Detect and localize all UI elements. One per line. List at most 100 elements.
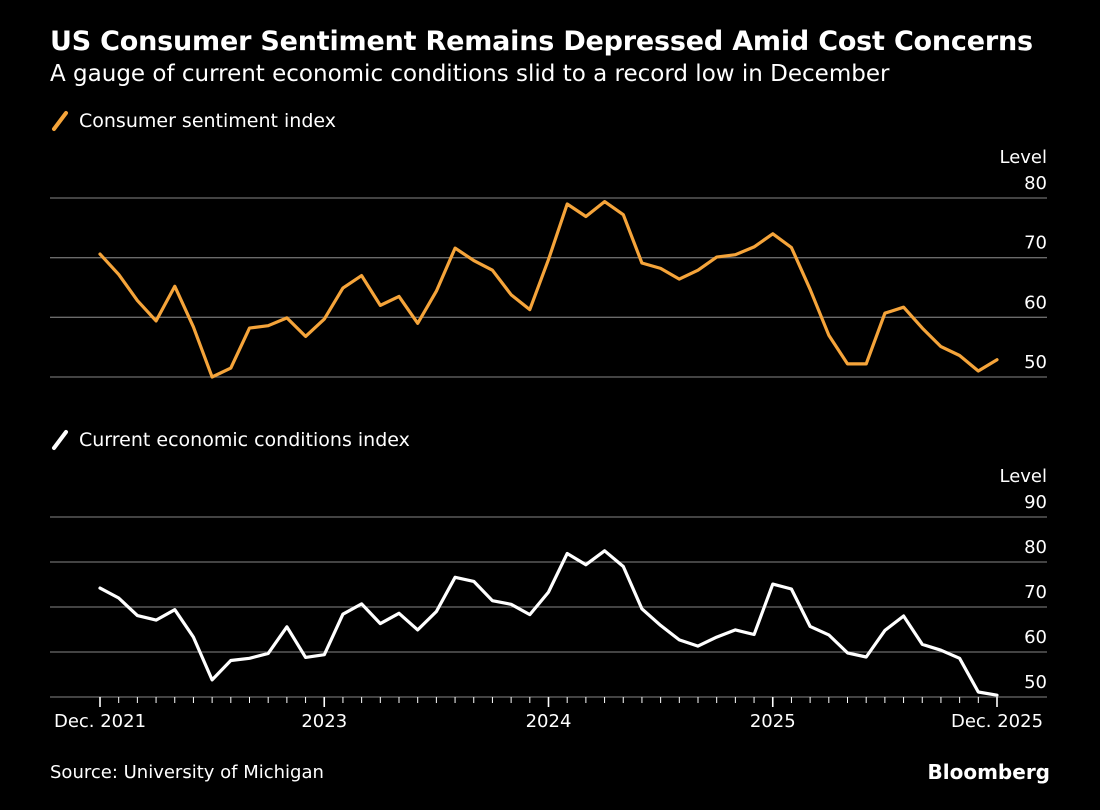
conditions-point xyxy=(99,587,102,590)
conditions-point xyxy=(547,591,550,594)
sentiment-ytick-label: 60 xyxy=(1024,292,1047,313)
conditions-point xyxy=(192,636,195,639)
conditions-point xyxy=(416,628,419,631)
sentiment-point xyxy=(304,335,307,338)
conditions-point xyxy=(883,629,886,632)
conditions-point xyxy=(472,580,475,583)
conditions-point xyxy=(846,651,849,654)
conditions-point xyxy=(771,583,774,586)
conditions-point xyxy=(323,653,326,656)
legend-label-conditions: Current economic conditions index xyxy=(79,429,410,451)
sentiment-point xyxy=(173,285,176,288)
sentiment-point xyxy=(285,316,288,319)
conditions-point xyxy=(360,602,363,605)
sentiment-point xyxy=(472,259,475,262)
sentiment-point xyxy=(155,319,158,322)
conditions-point xyxy=(304,656,307,659)
conditions-point xyxy=(996,694,999,697)
sentiment-point xyxy=(248,327,251,330)
y-unit-label-sentiment: Level xyxy=(999,147,1047,168)
conditions-line xyxy=(98,549,999,697)
sentiment-point xyxy=(715,256,718,259)
sentiment-point xyxy=(491,269,494,272)
conditions-point xyxy=(753,633,756,636)
sentiment-ytick-label: 50 xyxy=(1024,352,1047,373)
sentiment-point xyxy=(603,200,606,203)
sentiment-point xyxy=(379,304,382,307)
sentiment-point xyxy=(659,267,662,270)
conditions-point xyxy=(379,622,382,625)
source-note: Source: University of Michigan xyxy=(50,762,324,783)
x-axis: Dec. 2021 2023 2024 2025 Dec. 2025 xyxy=(54,697,1043,732)
sentiment-point xyxy=(510,293,513,296)
conditions-point xyxy=(528,613,531,616)
y-unit-label-conditions: Level xyxy=(999,466,1047,487)
conditions-point xyxy=(117,597,120,600)
sentiment-point xyxy=(136,299,139,302)
legend-swatch-conditions xyxy=(52,430,68,450)
conditions-point xyxy=(659,624,662,627)
conditions-point xyxy=(827,633,830,636)
sentiment-point xyxy=(528,308,531,311)
conditions-panel: Current economic conditions index Level … xyxy=(50,429,1047,698)
sentiment-panel: Consumer sentiment index Level 50 60 70 80 xyxy=(50,110,1047,379)
sentiment-point xyxy=(267,324,270,327)
conditions-point xyxy=(715,636,718,639)
conditions-ytick-label: 70 xyxy=(1024,582,1047,603)
sentiment-point xyxy=(958,354,961,357)
sentiment-point xyxy=(771,232,774,235)
conditions-point xyxy=(622,565,625,568)
conditions-point xyxy=(902,615,905,618)
x-tick-label: 2023 xyxy=(301,711,347,732)
sentiment-point xyxy=(584,215,587,218)
sentiment-point xyxy=(416,322,419,325)
conditions-point xyxy=(640,607,643,610)
sentiment-point xyxy=(809,288,812,291)
sentiment-point xyxy=(865,362,868,365)
x-tick-label: 2024 xyxy=(526,711,572,732)
conditions-point xyxy=(211,678,214,681)
conditions-point xyxy=(958,657,961,660)
sentiment-point xyxy=(902,306,905,309)
chart-title: US Consumer Sentiment Remains Depressed … xyxy=(50,26,1033,57)
sentiment-point xyxy=(921,327,924,330)
conditions-point xyxy=(678,638,681,641)
conditions-ytick-label: 80 xyxy=(1024,537,1047,558)
conditions-point xyxy=(491,599,494,602)
x-tick-label: Dec. 2021 xyxy=(54,711,146,732)
sentiment-point xyxy=(398,295,401,298)
conditions-point xyxy=(977,691,980,694)
conditions-point xyxy=(398,612,401,615)
sentiment-point xyxy=(360,274,363,277)
sentiment-ytick-label: 80 xyxy=(1024,173,1047,194)
sentiment-point xyxy=(435,290,438,293)
legend-swatch-sentiment xyxy=(52,111,68,131)
sentiment-point xyxy=(790,246,793,249)
x-tick-label: Dec. 2025 xyxy=(951,711,1043,732)
sentiment-point xyxy=(753,245,756,248)
sentiment-point xyxy=(211,376,214,379)
conditions-point xyxy=(790,588,793,591)
conditions-point xyxy=(454,576,457,579)
conditions-point xyxy=(939,649,942,652)
sentiment-point xyxy=(678,278,681,281)
sentiment-point xyxy=(547,258,550,261)
sentiment-point xyxy=(566,203,569,206)
x-tick-label: 2025 xyxy=(750,711,796,732)
conditions-point xyxy=(155,619,158,622)
sentiment-point xyxy=(341,287,344,290)
conditions-point xyxy=(697,645,700,648)
conditions-point xyxy=(435,610,438,613)
conditions-point xyxy=(921,643,924,646)
sentiment-line xyxy=(98,200,999,379)
conditions-point xyxy=(229,659,232,662)
sentiment-point xyxy=(622,213,625,216)
sentiment-point xyxy=(117,273,120,276)
sentiment-point xyxy=(883,312,886,315)
sentiment-point xyxy=(939,345,942,348)
conditions-point xyxy=(173,608,176,611)
conditions-ytick-label: 90 xyxy=(1024,492,1047,513)
conditions-point xyxy=(341,613,344,616)
bloomberg-logo: Bloomberg xyxy=(927,760,1050,784)
